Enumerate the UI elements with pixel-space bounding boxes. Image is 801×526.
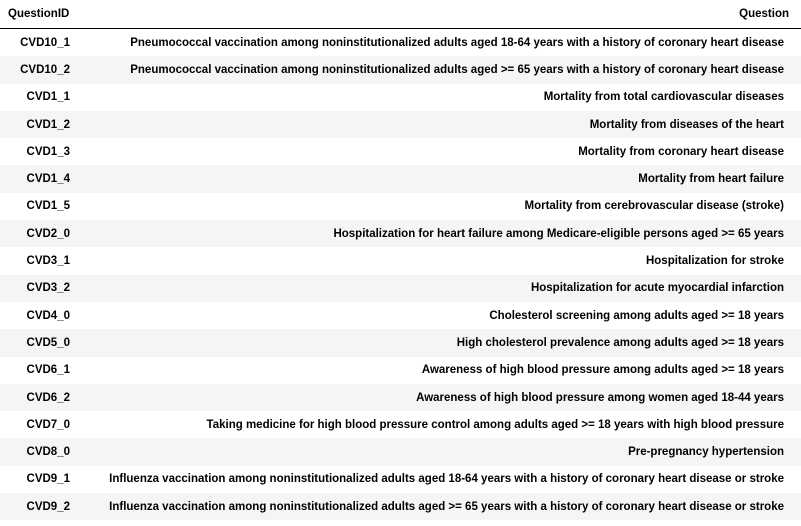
table-row: CVD2_0 Hospitalization for heart failure … (0, 220, 801, 248)
table-row: CVD1_1 Mortality from total cardiovascula… (0, 83, 801, 111)
question-id-cell: CVD1_4 (0, 165, 78, 193)
question-id-cell: CVD1_3 (0, 138, 78, 166)
question-text-cell: Pre-pregnancy hypertension (78, 438, 801, 466)
table-row: CVD6_1 Awareness of high blood pressure a… (0, 356, 801, 384)
question-id-cell: CVD10_1 (0, 28, 78, 57)
question-id-cell: CVD7_0 (0, 411, 78, 439)
question-text-cell: Influenza vaccination among noninstituti… (78, 465, 801, 494)
question-id-cell: CVD3_1 (0, 247, 78, 275)
question-id-cell: CVD8_0 (0, 438, 78, 466)
column-header-question-id: QuestionID (0, 0, 78, 29)
table-body: CVD10_1 Pneumococcal vaccination among no… (0, 28, 801, 521)
question-text-cell: Mortality from total cardiovascular dise… (78, 83, 801, 111)
question-id-cell: CVD10_2 (0, 56, 78, 84)
table-row: CVD1_3 Mortality from coronary heart dise… (0, 138, 801, 166)
table-row: CVD8_0 Pre-pregnancy hypertension (0, 438, 801, 466)
question-id-cell: CVD2_0 (0, 220, 78, 248)
question-id-cell: CVD1_1 (0, 83, 78, 111)
table-row: CVD6_2 Awareness of high blood pressure a… (0, 383, 801, 412)
question-text-cell: Cholesterol screening among adults aged … (78, 301, 801, 330)
question-text-cell: Pneumococcal vaccination among noninstit… (78, 56, 801, 84)
question-id-cell: CVD1_5 (0, 192, 78, 221)
question-text-cell: Hospitalization for acute myocardial inf… (78, 274, 801, 302)
table-row: CVD5_0 High cholesterol prevalence among … (0, 329, 801, 357)
table-row: CVD1_4 Mortality from heart failure (0, 165, 801, 193)
table-row: CVD4_0 Cholesterol screening among adults… (0, 301, 801, 330)
question-text-cell: Pneumococcal vaccination among noninstit… (78, 28, 801, 57)
table-row: CVD1_5 Mortality from cerebrovascular dis… (0, 192, 801, 221)
question-text-cell: Mortality from diseases of the heart (78, 110, 801, 139)
table-row: CVD9_2 Influenza vaccination among nonins… (0, 493, 801, 521)
question-id-cell: CVD4_0 (0, 301, 78, 330)
table-row: CVD7_0 Taking medicine for high blood pre… (0, 411, 801, 439)
table-row: CVD10_1 Pneumococcal vaccination among no… (0, 28, 801, 57)
question-id-cell: CVD6_1 (0, 356, 78, 384)
question-text-cell: Taking medicine for high blood pressure … (78, 411, 801, 439)
table-row: CVD10_2 Pneumococcal vaccination among no… (0, 56, 801, 84)
table-header: QuestionID Question (0, 0, 801, 29)
question-id-cell: CVD6_2 (0, 383, 78, 412)
column-header-question: Question (78, 0, 801, 29)
table-row: CVD9_1 Influenza vaccination among nonins… (0, 465, 801, 494)
question-id-cell: CVD3_2 (0, 274, 78, 302)
question-id-cell: CVD9_1 (0, 465, 78, 494)
question-id-cell: CVD1_2 (0, 110, 78, 139)
question-text-cell: High cholesterol prevalence among adults… (78, 329, 801, 357)
question-text-cell: Awareness of high blood pressure among w… (78, 383, 801, 412)
question-text-cell: Mortality from cerebrovascular disease (… (78, 192, 801, 221)
question-text-cell: Awareness of high blood pressure among a… (78, 356, 801, 384)
question-id-cell: CVD5_0 (0, 329, 78, 357)
question-text-cell: Mortality from heart failure (78, 165, 801, 193)
question-text-cell: Influenza vaccination among noninstituti… (78, 493, 801, 521)
question-text-cell: Hospitalization for stroke (78, 247, 801, 275)
question-text-cell: Hospitalization for heart failure among … (78, 220, 801, 248)
table-row: CVD1_2 Mortality from diseases of the hea… (0, 110, 801, 139)
question-id-cell: CVD9_2 (0, 493, 78, 521)
header-row: QuestionID Question (0, 0, 801, 29)
question-text-cell: Mortality from coronary heart disease (78, 138, 801, 166)
table-row: CVD3_1 Hospitalization for stroke (0, 247, 801, 275)
table-row: CVD3_2 Hospitalization for acute myocardi… (0, 274, 801, 302)
